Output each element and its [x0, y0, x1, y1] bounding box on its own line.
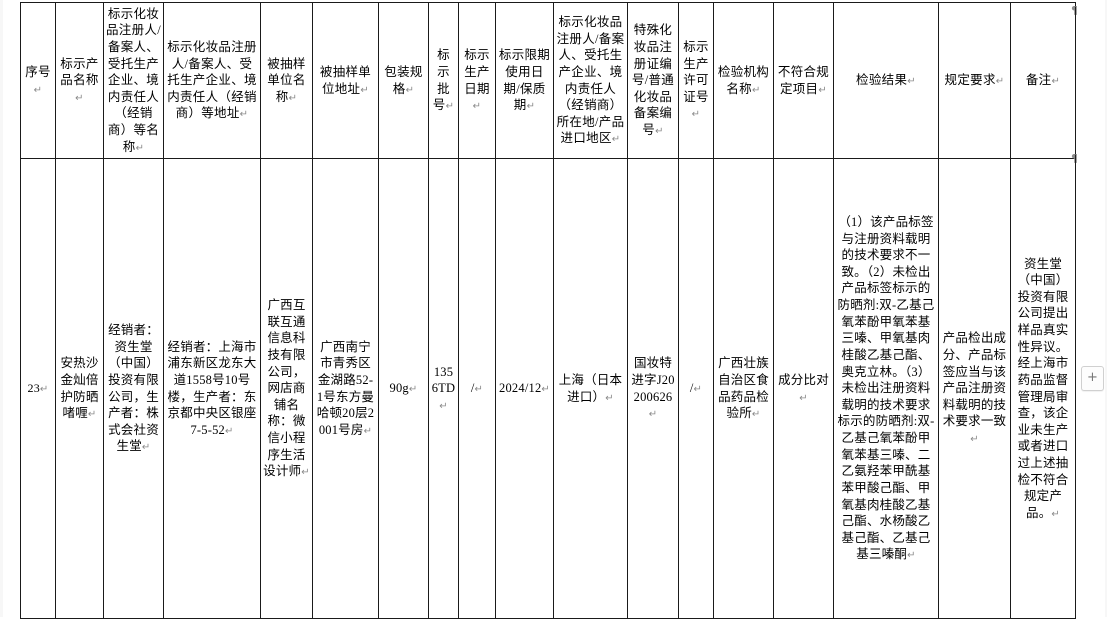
cell-nonconforming-item: 成分比对↵ — [773, 158, 834, 619]
col-header-expiry-date: 标示限期使用日期/保质期↵ — [495, 2, 554, 159]
add-row-button[interactable]: + — [1081, 366, 1104, 391]
cell-location-import-region: 上海（日本进口）↵ — [553, 158, 628, 619]
col-header-production-date: 标示生产日期↵ — [458, 2, 496, 159]
col-header-sampled-unit-name: 被抽样单位名称↵ — [260, 2, 313, 159]
pilcrow-mark: ↵ — [907, 76, 916, 88]
pilcrow-mark: ↵ — [818, 84, 828, 96]
col-header-production-license: 标示生产许可证号↵ — [678, 2, 714, 159]
paragraph-mark-icon: ¶ — [1071, 4, 1078, 17]
pilcrow-mark: ↵ — [288, 92, 298, 104]
cell-production-license: /↵ — [678, 158, 714, 619]
col-header-inspection-result: 检验结果↵ — [833, 2, 939, 159]
pilcrow-mark: ↵ — [301, 467, 310, 479]
col-header-package-spec: 包装规格↵ — [378, 2, 429, 159]
pilcrow-mark: ↵ — [526, 101, 536, 113]
pilcrow-mark: ↵ — [75, 92, 84, 104]
pilcrow-mark: ↵ — [691, 109, 701, 121]
cell-index: 23↵ — [20, 158, 56, 619]
pilcrow-mark: ↵ — [751, 409, 761, 421]
col-header-product-name: 标示产品名称↵ — [55, 2, 104, 159]
pilcrow-mark: ↵ — [474, 384, 484, 396]
pilcrow-mark: ↵ — [141, 442, 151, 454]
paragraph-marks-column: ¶ ¶ — [1071, 0, 1091, 617]
pilcrow-mark: ↵ — [1051, 508, 1060, 520]
col-header-requirement: 规定要求↵ — [938, 2, 1011, 159]
pilcrow-mark: ↵ — [655, 126, 664, 138]
paragraph-mark-icon: ¶ — [1071, 152, 1078, 165]
pilcrow-mark: ↵ — [363, 425, 373, 437]
cell-production-date: /↵ — [458, 158, 496, 619]
cell-inspection-agency: 广西壮族自治区食品药品检验所↵ — [713, 158, 774, 619]
col-header-registrant-name: 标示化妆品注册人/备案人、受托生产企业、境内责任人（经销商）等名称↵ — [103, 2, 164, 159]
pilcrow-mark: ↵ — [33, 84, 43, 96]
cell-product-name: 安热沙金灿倍护防晒啫喱↵ — [55, 158, 104, 619]
cell-registrant-name: 经销者：资生堂（中国）投资有限公司，生产者：株式会社资生堂↵ — [103, 158, 164, 619]
inspection-results-table: 序号↵ 标示产品名称↵ 标示化妆品注册人/备案人、受托生产企业、境内责任人（经销… — [20, 2, 1076, 619]
pilcrow-mark: ↵ — [405, 84, 415, 96]
col-header-nonconforming-item: 不符合规定项目↵ — [773, 2, 834, 159]
page-right-edge — [1105, 0, 1107, 617]
pilcrow-mark: ↵ — [907, 550, 916, 562]
pilcrow-mark: ↵ — [995, 76, 1005, 88]
col-header-location-import-region: 标示化妆品注册人/备案人、受托生产企业、境内责任人（经销商）所在地/产品进口地区… — [553, 2, 628, 159]
col-header-registration-number: 特殊化妆品注册证编号/普通化妆品备案编号↵ — [627, 2, 679, 159]
pilcrow-mark: ↵ — [799, 392, 808, 404]
pilcrow-mark: ↵ — [472, 101, 482, 113]
pilcrow-mark: ↵ — [224, 425, 234, 437]
pilcrow-mark: ↵ — [87, 409, 97, 421]
pilcrow-mark: ↵ — [541, 384, 550, 396]
table-header-row: 序号↵ 标示产品名称↵ 标示化妆品注册人/备案人、受托生产企业、境内责任人（经销… — [20, 2, 1076, 159]
pilcrow-mark: ↵ — [39, 383, 49, 395]
pilcrow-mark: ↵ — [445, 101, 455, 113]
pilcrow-mark: ↵ — [611, 134, 621, 146]
cell-sampled-unit-name: 广西互联互通信息科技有限公司，网店商铺名称：微信小程序生活设计师↵ — [260, 158, 313, 619]
cell-sampled-unit-address: 广西南宁市青秀区金湖路52-1号东方曼哈顿20层2001号房↵ — [312, 158, 379, 619]
cell-registrant-address: 经销者：上海市浦东新区龙东大道1558号10号楼，生产者：东京都中央区银座7-5… — [163, 158, 261, 619]
pilcrow-mark: ↵ — [239, 109, 249, 121]
cell-inspection-result: （1）该产品标签与注册资料载明的技术要求不一致。（2）未检出产品标签标示的防晒剂… — [833, 158, 939, 619]
cell-requirement: 产品检出成分、产品标签应当与该产品注册资料载明的技术要求一致↵ — [938, 158, 1011, 619]
pilcrow-mark: ↵ — [408, 384, 418, 396]
col-header-sampled-unit-address: 被抽样单位地址↵ — [312, 2, 379, 159]
table-row: 23↵ 安热沙金灿倍护防晒啫喱↵ 经销者：资生堂（中国）投资有限公司，生产者：株… — [20, 158, 1076, 619]
cell-package-spec: 90g↵ — [378, 158, 429, 619]
pilcrow-mark: ↵ — [605, 392, 614, 404]
pilcrow-mark: ↵ — [693, 384, 703, 396]
pilcrow-mark: ↵ — [970, 434, 979, 446]
pilcrow-mark: ↵ — [360, 84, 370, 96]
pilcrow-mark: ↵ — [439, 400, 448, 412]
col-header-remarks: 备注↵ — [1010, 2, 1076, 159]
cell-batch-number: 1356TD↵ — [428, 158, 459, 619]
cell-registration-number: 国妆特进字J20200626↵ — [627, 158, 679, 619]
cell-expiry-date: 2024/12↵ — [495, 158, 554, 619]
pilcrow-mark: ↵ — [135, 142, 145, 154]
col-header-batch-number: 标示批号↵ — [428, 2, 459, 159]
pilcrow-mark: ↵ — [648, 409, 658, 421]
pilcrow-mark: ↵ — [1051, 76, 1061, 88]
col-header-index: 序号↵ — [20, 2, 56, 159]
page-left-edge — [0, 0, 3, 617]
col-header-inspection-agency: 检验机构名称↵ — [713, 2, 774, 159]
cell-remarks: 资生堂（中国）投资有限公司提出样品真实性异议。经上海市药品监督管理局审查，该企业… — [1010, 158, 1076, 619]
pilcrow-mark: ↵ — [751, 84, 761, 96]
col-header-registrant-address: 标示化妆品注册人/备案人、受托生产企业、境内责任人（经销商）等地址↵ — [163, 2, 261, 159]
